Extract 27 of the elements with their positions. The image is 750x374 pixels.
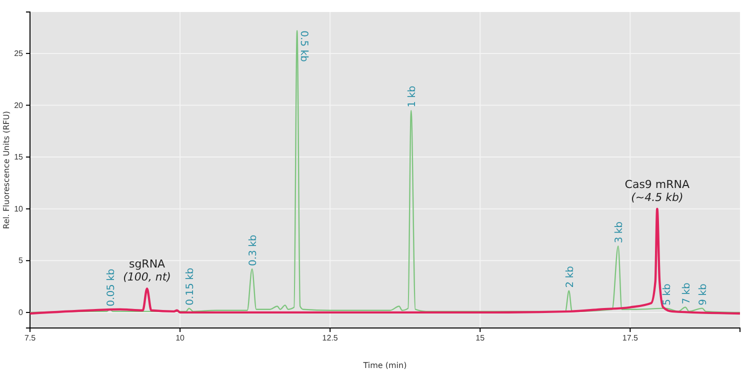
x-tick-label: 7.5 [24, 334, 36, 343]
annotation: sgRNA (100, nt) [123, 258, 171, 284]
x-tick-label: 12.5 [322, 334, 338, 343]
line-series [29, 30, 741, 314]
annotation: 2 kb [564, 266, 576, 288]
y-tick-label: 5 [18, 256, 24, 266]
annotation: 0.3 kb [248, 234, 260, 266]
x-tick-label: 17.5 [622, 334, 638, 343]
line-series [28, 208, 742, 315]
x-tick-label: 15 [476, 334, 486, 343]
y-tick-label: 0 [18, 308, 24, 318]
annotation: 1 kb [407, 86, 418, 108]
y-axis-title: Rel. Fluorescence Units (RFU) [2, 111, 11, 229]
y-tick-label: 15 [14, 152, 24, 162]
y-tick-label: 10 [14, 204, 24, 214]
x-tick-label: 10 [176, 334, 186, 343]
x-axis-title: Time (min) [362, 361, 407, 370]
annotation: 7 kb [681, 282, 692, 304]
annotation: 0.05 kb [106, 268, 117, 306]
annotation: 0.15 kb [185, 268, 196, 306]
annotation: Cas9 mRNA (~4.5 kb) [624, 178, 690, 204]
annotation: 3 kb [614, 221, 626, 244]
y-tick-label: 20 [14, 100, 24, 110]
annotation: 5 kb [662, 284, 674, 306]
y-tick-label: 25 [14, 49, 24, 58]
annotation: 0.5 kb [298, 30, 310, 62]
annotation: 9 kb [698, 284, 710, 306]
